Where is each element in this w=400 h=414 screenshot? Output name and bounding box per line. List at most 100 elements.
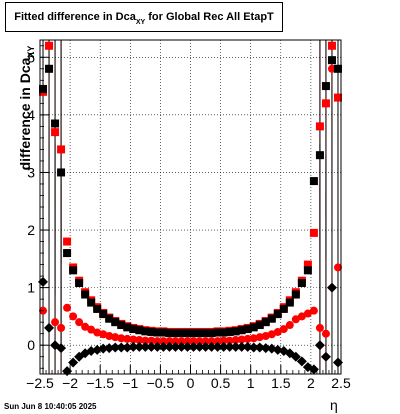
data-point-circle bbox=[315, 323, 324, 332]
datestamp: Sun Jun 8 10:40:05 2025 bbox=[4, 402, 97, 411]
data-point-square bbox=[87, 298, 96, 307]
data-point-square bbox=[129, 325, 138, 334]
x-tick-label: −2 bbox=[62, 375, 78, 391]
x-tick-label: 2.5 bbox=[331, 375, 351, 391]
data-point-square bbox=[63, 249, 72, 258]
y-tick-label: 3 bbox=[27, 164, 35, 180]
data-point-diamond bbox=[236, 341, 247, 352]
data-point-circle bbox=[231, 336, 240, 345]
data-point-circle bbox=[243, 334, 252, 343]
data-point-square bbox=[309, 228, 318, 237]
axis-tick-labels: −2.5 −2 −1.5 −1 −0.5 0 0.5 1 1.5 2 2.5 0 1 2 3 4 5 bbox=[26, 49, 351, 391]
data-point-circle bbox=[297, 312, 306, 321]
data-point-circle bbox=[327, 64, 336, 73]
data-point-square bbox=[231, 327, 240, 336]
data-point-diamond bbox=[200, 341, 211, 352]
y-tick-label: 4 bbox=[27, 107, 35, 123]
y-tick-label: 2 bbox=[27, 222, 35, 238]
data-point-square bbox=[165, 329, 174, 338]
data-point-circle bbox=[147, 336, 156, 345]
data-point-circle bbox=[261, 331, 270, 340]
data-point-diamond bbox=[98, 343, 109, 354]
data-point-circle bbox=[93, 328, 102, 337]
axis-ticks bbox=[39, 45, 342, 374]
data-point-diamond bbox=[152, 341, 163, 352]
data-point-circle bbox=[213, 337, 222, 346]
data-point-diamond bbox=[194, 341, 205, 352]
data-point-diamond bbox=[224, 341, 235, 352]
data-point-square bbox=[297, 279, 306, 288]
data-markers bbox=[38, 41, 343, 377]
data-point-diamond bbox=[110, 342, 121, 353]
data-point-square bbox=[69, 266, 78, 275]
x-tick-label: −1 bbox=[122, 375, 138, 391]
data-point-diamond bbox=[164, 341, 175, 352]
data-point-circle bbox=[57, 323, 66, 332]
data-point-circle bbox=[237, 335, 246, 344]
data-point-circle bbox=[99, 330, 108, 339]
data-point-diamond bbox=[38, 276, 49, 287]
x-tick-label: 0 bbox=[187, 375, 195, 391]
data-point-square bbox=[45, 41, 54, 50]
data-point-square bbox=[147, 327, 156, 336]
data-point-circle bbox=[225, 336, 234, 345]
data-point-square bbox=[135, 326, 144, 335]
data-point-diamond bbox=[218, 341, 229, 352]
data-point-square bbox=[39, 84, 48, 93]
title-box: Fitted difference in DcaXY for Global Re… bbox=[5, 2, 283, 32]
y-tick-label: 5 bbox=[27, 49, 35, 65]
data-point-diamond bbox=[170, 341, 181, 352]
data-point-diamond bbox=[326, 282, 337, 293]
data-point-circle bbox=[207, 337, 216, 346]
data-point-circle bbox=[87, 325, 96, 334]
data-point-circle bbox=[159, 337, 168, 346]
data-point-square bbox=[51, 128, 60, 137]
data-point-circle bbox=[123, 334, 132, 343]
data-point-diamond bbox=[314, 340, 325, 351]
data-point-square bbox=[255, 321, 264, 330]
data-point-circle bbox=[279, 325, 288, 334]
x-tick-label: −0.5 bbox=[147, 375, 175, 391]
data-point-square bbox=[159, 328, 168, 337]
data-point-square bbox=[153, 328, 162, 337]
data-point-circle bbox=[165, 337, 174, 346]
y-axis-label-subscript: XY bbox=[26, 45, 36, 58]
data-point-square bbox=[333, 93, 342, 102]
data-point-diamond bbox=[122, 342, 133, 353]
data-point-square bbox=[327, 41, 336, 50]
data-point-square bbox=[63, 237, 72, 246]
data-point-circle bbox=[267, 330, 276, 339]
data-point-square bbox=[303, 266, 312, 275]
y-axis-label: difference in DcaXY bbox=[17, 13, 36, 203]
data-point-square bbox=[51, 119, 60, 128]
data-point-circle bbox=[309, 306, 318, 315]
data-point-square bbox=[315, 151, 324, 160]
data-point-square bbox=[333, 64, 342, 73]
y-tick-label: 1 bbox=[27, 280, 35, 296]
data-point-square bbox=[189, 329, 198, 338]
data-point-diamond bbox=[188, 341, 199, 352]
data-point-diamond bbox=[248, 342, 259, 353]
data-point-circle bbox=[153, 337, 162, 346]
data-point-circle bbox=[333, 263, 342, 272]
data-point-square bbox=[201, 329, 210, 338]
x-tick-label: 2 bbox=[307, 375, 315, 391]
data-point-diamond bbox=[140, 341, 151, 352]
data-point-square bbox=[81, 290, 90, 299]
chart-title: Fitted difference in DcaXY for Global Re… bbox=[6, 11, 282, 26]
data-point-circle bbox=[105, 331, 114, 340]
data-point-circle bbox=[177, 337, 186, 346]
data-point-diamond bbox=[116, 342, 127, 353]
data-point-square bbox=[321, 99, 330, 108]
data-point-square bbox=[93, 304, 102, 313]
data-point-circle bbox=[201, 337, 210, 346]
x-tick-label: −2.5 bbox=[26, 375, 54, 391]
data-point-diamond bbox=[56, 343, 67, 354]
data-point-diamond bbox=[254, 342, 265, 353]
data-point-circle bbox=[219, 336, 228, 345]
data-point-square bbox=[117, 321, 126, 330]
data-point-square bbox=[309, 177, 318, 186]
data-point-square bbox=[225, 327, 234, 336]
data-point-square bbox=[261, 318, 270, 327]
data-point-square bbox=[273, 310, 282, 319]
